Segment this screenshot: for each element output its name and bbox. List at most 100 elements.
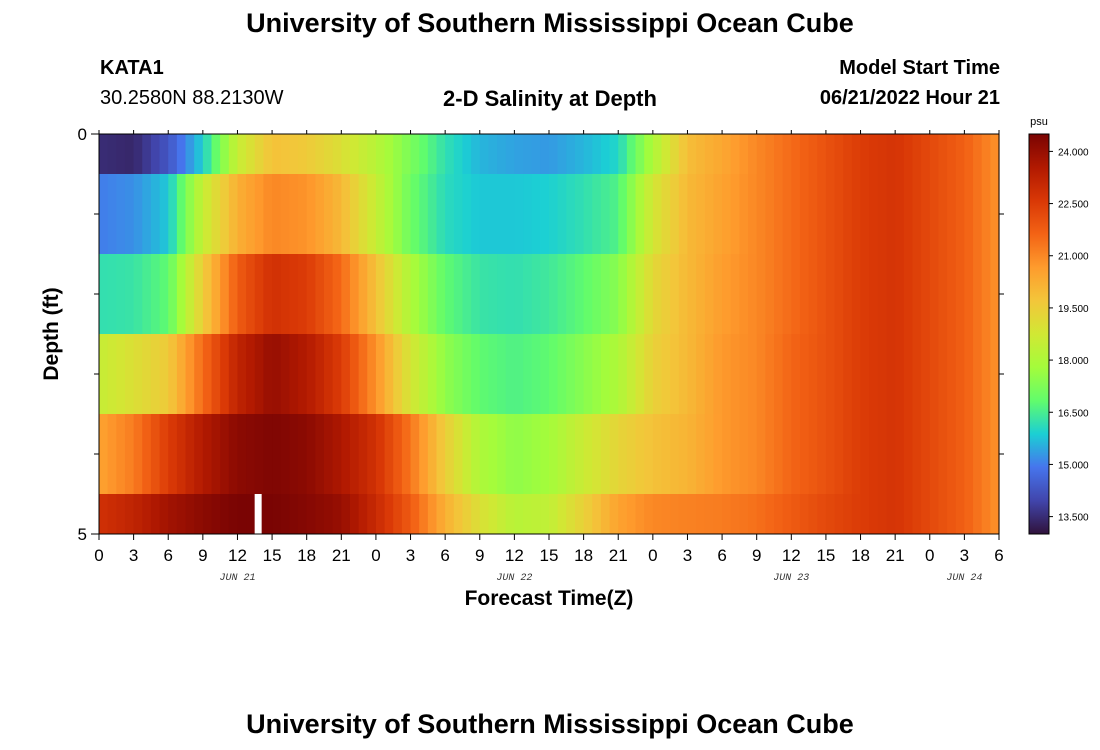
heatmap-cell bbox=[159, 494, 169, 534]
heatmap-cell bbox=[895, 414, 905, 494]
heatmap-cell bbox=[133, 254, 143, 334]
colorbar-tick-label: 19.500 bbox=[1058, 304, 1089, 315]
heatmap-cell bbox=[263, 334, 273, 414]
heatmap-cell bbox=[981, 134, 991, 174]
heatmap-cell bbox=[315, 414, 325, 494]
heatmap-cell bbox=[133, 494, 143, 534]
heatmap-cell bbox=[488, 254, 498, 334]
heatmap-cell bbox=[324, 174, 334, 254]
heatmap-cell bbox=[973, 494, 983, 534]
heatmap-cell bbox=[626, 494, 637, 534]
heatmap-cell bbox=[955, 174, 965, 254]
heatmap-cell bbox=[808, 174, 818, 254]
heatmap-cell bbox=[99, 134, 109, 174]
heatmap-cell bbox=[497, 494, 507, 534]
heatmap-cell bbox=[713, 334, 723, 414]
heatmap-cell bbox=[765, 414, 775, 494]
heatmap-cell bbox=[886, 174, 896, 254]
heatmap-cell bbox=[341, 414, 351, 494]
heatmap-cell bbox=[748, 134, 758, 174]
heatmap-cell bbox=[505, 174, 515, 254]
heatmap-cell bbox=[531, 494, 541, 534]
heatmap-cell bbox=[722, 134, 732, 174]
heatmap-cell bbox=[687, 174, 697, 254]
footer-title: University of Southern Mississippi Ocean… bbox=[246, 709, 854, 739]
heatmap-cell bbox=[237, 254, 247, 334]
heatmap-cell bbox=[696, 134, 706, 174]
heatmap-cell bbox=[635, 414, 645, 494]
heatmap-cell bbox=[549, 254, 559, 334]
heatmap-cell bbox=[609, 414, 619, 494]
heatmap-cell bbox=[860, 254, 870, 334]
heatmap-cell bbox=[453, 334, 464, 414]
heatmap-cell bbox=[272, 494, 282, 534]
heatmap-cell bbox=[445, 494, 455, 534]
heatmap-cell bbox=[825, 134, 836, 174]
heatmap-cell bbox=[912, 414, 922, 494]
heatmap-cell bbox=[272, 174, 282, 254]
x-tick-label: 3 bbox=[683, 546, 692, 565]
heatmap-cell bbox=[799, 174, 810, 254]
heatmap-cell bbox=[964, 334, 974, 414]
x-tick-label: 21 bbox=[609, 546, 628, 565]
heatmap-cell bbox=[557, 414, 567, 494]
heatmap-cell bbox=[947, 254, 957, 334]
heatmap-cell bbox=[401, 414, 412, 494]
heatmap-cell bbox=[99, 254, 109, 334]
heatmap-cell bbox=[315, 134, 325, 174]
heatmap-cell bbox=[367, 134, 377, 174]
heatmap-cell bbox=[921, 414, 931, 494]
heatmap-cell bbox=[843, 334, 853, 414]
heatmap-cell bbox=[488, 174, 498, 254]
heatmap-cell bbox=[254, 414, 265, 494]
heatmap-cell bbox=[825, 254, 836, 334]
heatmap-cell bbox=[981, 254, 991, 334]
heatmap-cell bbox=[739, 174, 749, 254]
heatmap-cell bbox=[869, 254, 879, 334]
heatmap-cell bbox=[678, 334, 689, 414]
heatmap-cell bbox=[739, 494, 749, 534]
x-tick-label: 18 bbox=[297, 546, 316, 565]
heatmap-cell bbox=[782, 134, 792, 174]
y-tick-label: 5 bbox=[78, 525, 87, 544]
heatmap-cell bbox=[453, 174, 464, 254]
heatmap-cell bbox=[202, 174, 213, 254]
heatmap-cell bbox=[696, 174, 706, 254]
heatmap-cell bbox=[600, 174, 611, 254]
heatmap-cell bbox=[903, 494, 914, 534]
heatmap-cell bbox=[609, 134, 619, 174]
heatmap-cell bbox=[124, 334, 135, 414]
heatmap-cell bbox=[592, 254, 602, 334]
heatmap-cell bbox=[670, 494, 680, 534]
heatmap-cell bbox=[574, 414, 585, 494]
heatmap-cell bbox=[713, 254, 723, 334]
heatmap-cell bbox=[730, 254, 740, 334]
heatmap-cell bbox=[635, 134, 645, 174]
heatmap-cell bbox=[410, 134, 420, 174]
heatmap-cell bbox=[860, 174, 870, 254]
heatmap-cell bbox=[367, 494, 377, 534]
heatmap-cell bbox=[289, 494, 299, 534]
heatmap-cell bbox=[479, 414, 490, 494]
heatmap-cell bbox=[436, 254, 446, 334]
x-tick-label: 6 bbox=[163, 546, 172, 565]
heatmap-cell bbox=[471, 494, 481, 534]
heatmap-cell bbox=[185, 414, 195, 494]
heatmap-cell bbox=[661, 494, 671, 534]
heatmap-cell bbox=[133, 134, 143, 174]
heatmap-cell bbox=[523, 494, 533, 534]
heatmap-cell bbox=[739, 414, 749, 494]
heatmap-cell bbox=[774, 174, 784, 254]
heatmap-cell bbox=[358, 414, 368, 494]
heatmap-cell bbox=[635, 174, 645, 254]
heatmap-cell bbox=[869, 134, 879, 174]
heatmap-cell bbox=[929, 494, 940, 534]
heatmap-cell bbox=[574, 334, 585, 414]
date-label: JUN 22 bbox=[496, 573, 532, 584]
heatmap-cell bbox=[739, 134, 749, 174]
heatmap-cell bbox=[176, 414, 187, 494]
heatmap-cell bbox=[540, 254, 550, 334]
heatmap-cell bbox=[774, 134, 784, 174]
heatmap-cell bbox=[817, 174, 827, 254]
heatmap-cell bbox=[687, 494, 697, 534]
